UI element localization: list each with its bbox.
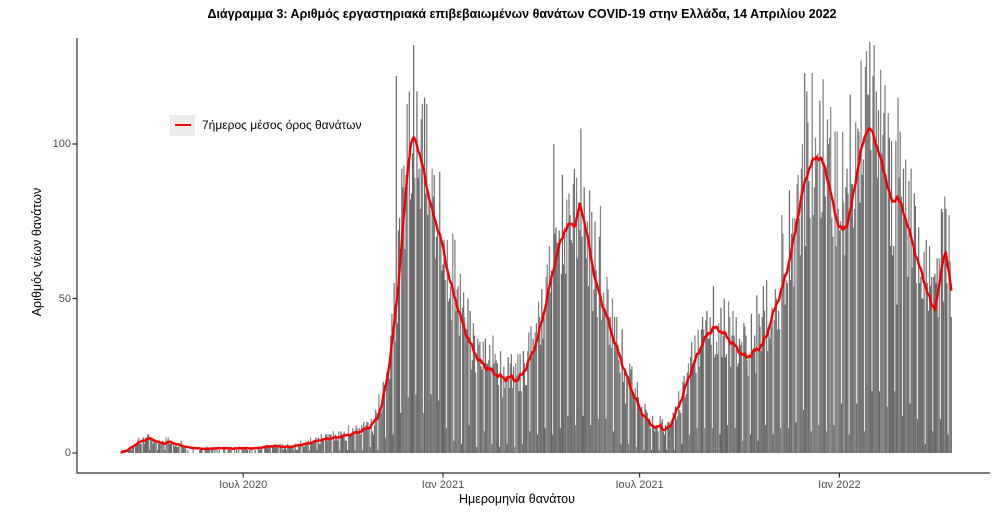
moving-average-line-swatch	[174, 124, 191, 126]
x-tick-label: Ιαν 2022	[818, 479, 861, 491]
x-tick-label: Ιαν 2021	[421, 479, 465, 491]
x-tick-label: Ιουλ 2020	[219, 479, 268, 491]
x-axis-title: Ημερομηνία θανάτου	[459, 492, 575, 506]
y-tick-label: 0	[64, 447, 71, 459]
legend: 7ήμερος μέσος όρος θανάτων	[170, 114, 361, 136]
legend-key	[170, 114, 195, 136]
legend-label: 7ήμερος μέσος όρος θανάτων	[202, 118, 362, 132]
y-tick-label: 50	[58, 292, 71, 305]
chart-title: Διάγραμμα 3: Αριθμός εργαστηριακά επιβεβ…	[207, 7, 837, 21]
y-axis-title: Αριθμός νέων θανάτων	[30, 187, 44, 317]
y-tick-label: 100	[52, 138, 71, 150]
x-tick-label: Ιουλ 2021	[615, 479, 664, 491]
